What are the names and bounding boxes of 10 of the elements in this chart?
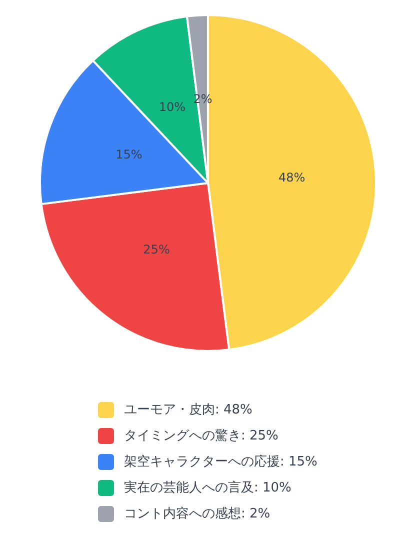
legend-label: 架空キャラクターへの応援: 15%	[124, 454, 318, 470]
legend-label: タイミングへの驚き: 25%	[124, 428, 278, 444]
data-label: 10%	[158, 100, 186, 114]
data-label: 15%	[116, 148, 142, 162]
data-label: 2%	[193, 92, 212, 106]
data-label: 48%	[278, 170, 306, 185]
legend-label: コント内容への感想: 2%	[124, 506, 270, 522]
data-label: 25%	[143, 242, 170, 256]
legend-label: ユーモア・皮肉: 48%	[124, 402, 252, 418]
legend-label: 実在の芸能人への言及: 10%	[124, 480, 292, 496]
